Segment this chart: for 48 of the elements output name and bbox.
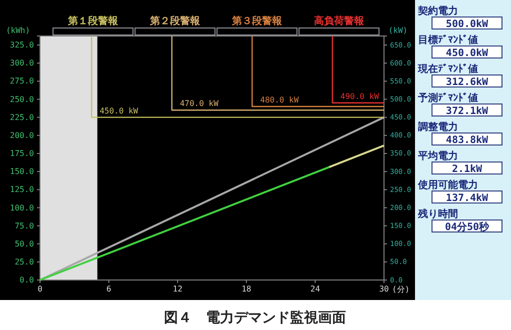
series-label: 第２段警報: [149, 15, 201, 27]
y-tick-label: 275.0: [10, 76, 34, 86]
data-label: 470.0 kW: [180, 99, 219, 108]
text: 450.0kW: [446, 48, 488, 59]
x-tick-label: 24: [310, 284, 320, 294]
category-label: 平均電力: [417, 150, 458, 162]
series-label: 第３段警報: [231, 15, 283, 27]
y-tick-label: 175.0: [10, 149, 34, 158]
text: 137.4kW: [446, 193, 488, 204]
category-label: 目標ﾃﾞﾏﾝﾄﾞ値: [418, 34, 478, 46]
text: 483.8kW: [446, 135, 488, 146]
text: 312.6kW: [446, 77, 488, 88]
y2-axis-title: (kW): [388, 26, 408, 35]
y-tick-label: 25.0: [14, 257, 34, 266]
y-tick-label: 150.0: [10, 167, 34, 176]
y-tick-label: 250.0: [10, 94, 34, 104]
category-label: 調整電力: [417, 121, 458, 133]
series-label: 高負荷警報: [314, 15, 365, 27]
y-tick-label: 125.0: [10, 185, 34, 194]
data-label: 490.0 kW: [340, 92, 380, 101]
data-label: 450.0 kW: [100, 106, 138, 116]
x-tick-label: 0: [38, 284, 43, 294]
y-tick-label: 325.0: [10, 40, 34, 50]
x-tick-label: 30: [379, 284, 389, 294]
y-tick-label: 75.0: [14, 221, 34, 230]
category-label: 契約電力: [417, 5, 458, 17]
category-label: 予測ﾃﾞﾏﾝﾄﾞ値: [417, 92, 478, 104]
x-tick-label: 12: [172, 284, 183, 294]
category-label: 残り時間: [417, 208, 458, 220]
text: 500.0kW: [446, 19, 488, 30]
category-label: 使用可能電力: [417, 179, 478, 191]
text: 04分50秒: [444, 222, 490, 233]
y-tick-label: 50.0: [14, 239, 34, 248]
text: 2.1kW: [452, 164, 482, 175]
text: 372.1kW: [446, 106, 488, 117]
series-label: 第１段警報: [67, 15, 119, 27]
y-tick-label: 200.0: [10, 130, 34, 140]
y-tick-label: 300.0: [10, 58, 34, 68]
y-tick-label: 100.0: [10, 203, 34, 212]
y-axis-title: (kWh): [6, 26, 30, 35]
x-tick-label: 6: [106, 284, 112, 294]
x-axis-title: (分): [392, 285, 410, 294]
category-label: 現在ﾃﾞﾏﾝﾄﾞ値: [417, 63, 478, 75]
x-tick-label: 18: [242, 284, 252, 294]
text: 図４ 電力デマンド監視画面: [164, 309, 346, 326]
data-label: 480.0 kW: [260, 95, 299, 104]
y-tick-label: 0.0: [20, 276, 34, 285]
y-tick-label: 225.0: [10, 112, 34, 122]
